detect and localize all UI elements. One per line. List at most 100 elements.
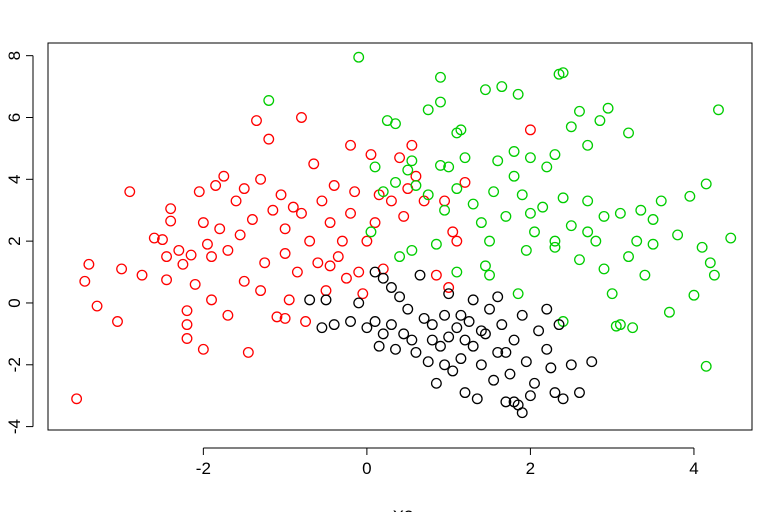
point — [222, 244, 234, 256]
point — [443, 288, 455, 300]
point — [422, 104, 434, 116]
point — [361, 322, 373, 334]
point — [582, 139, 594, 151]
point — [492, 155, 504, 167]
point — [336, 235, 348, 247]
point — [304, 235, 316, 247]
point — [402, 164, 414, 176]
point — [500, 346, 512, 358]
point — [406, 139, 418, 151]
point — [614, 319, 626, 331]
point — [426, 334, 438, 346]
point — [627, 322, 639, 334]
point — [663, 306, 675, 318]
point — [533, 325, 545, 337]
point — [439, 309, 451, 321]
point — [574, 387, 585, 399]
point — [365, 226, 377, 238]
point — [390, 343, 401, 355]
point — [263, 133, 275, 145]
point — [165, 203, 177, 215]
point — [623, 251, 634, 263]
point — [430, 238, 442, 250]
point — [500, 396, 512, 408]
point — [394, 251, 406, 263]
point — [700, 360, 712, 372]
point — [614, 207, 626, 219]
point — [398, 210, 410, 222]
point — [463, 316, 475, 327]
point — [439, 195, 451, 207]
point — [655, 195, 667, 207]
point — [324, 217, 336, 229]
point — [504, 368, 516, 380]
point — [582, 226, 594, 238]
point — [279, 223, 291, 235]
point — [91, 300, 103, 312]
point — [447, 226, 459, 238]
point — [553, 319, 565, 331]
point — [475, 325, 487, 337]
point — [353, 51, 365, 63]
point — [390, 176, 401, 188]
point — [451, 322, 463, 334]
point — [598, 263, 610, 275]
point — [713, 104, 724, 116]
point — [136, 269, 148, 281]
point — [287, 201, 299, 213]
point — [332, 251, 344, 263]
point — [524, 390, 536, 402]
point — [508, 170, 520, 182]
point — [189, 278, 201, 290]
point — [181, 319, 193, 331]
point — [251, 115, 262, 127]
point — [549, 241, 561, 253]
point — [484, 269, 495, 281]
point — [320, 285, 332, 297]
point — [467, 294, 479, 306]
point — [296, 207, 307, 219]
point — [557, 192, 569, 204]
point — [410, 170, 422, 182]
point — [524, 207, 536, 219]
y-tick-label: 0 — [5, 298, 24, 307]
point — [492, 346, 504, 358]
y-tick-label: -4 — [5, 419, 24, 434]
point — [422, 189, 434, 201]
point — [255, 285, 267, 297]
point — [508, 146, 520, 157]
point — [161, 274, 173, 286]
point — [492, 291, 504, 303]
point — [451, 266, 463, 278]
point — [148, 232, 160, 244]
point — [316, 195, 328, 207]
point — [516, 309, 528, 321]
point — [725, 232, 737, 244]
point — [443, 282, 455, 293]
point — [426, 319, 438, 331]
point — [439, 204, 451, 216]
point — [296, 112, 307, 123]
point — [414, 269, 426, 281]
point — [316, 322, 328, 334]
point — [524, 124, 536, 136]
point — [369, 316, 381, 327]
point — [549, 387, 561, 399]
point — [365, 149, 377, 161]
point — [238, 275, 250, 287]
point — [451, 183, 463, 195]
point — [234, 229, 246, 241]
point — [496, 319, 508, 331]
point — [475, 359, 487, 371]
point — [484, 303, 495, 315]
point — [291, 266, 303, 278]
point — [488, 186, 500, 198]
point — [696, 241, 708, 253]
point — [83, 258, 95, 270]
point — [165, 215, 177, 227]
point — [557, 393, 569, 405]
y-tick-label: 4 — [5, 175, 24, 184]
point — [345, 207, 356, 219]
point — [631, 235, 643, 247]
point — [369, 266, 381, 278]
